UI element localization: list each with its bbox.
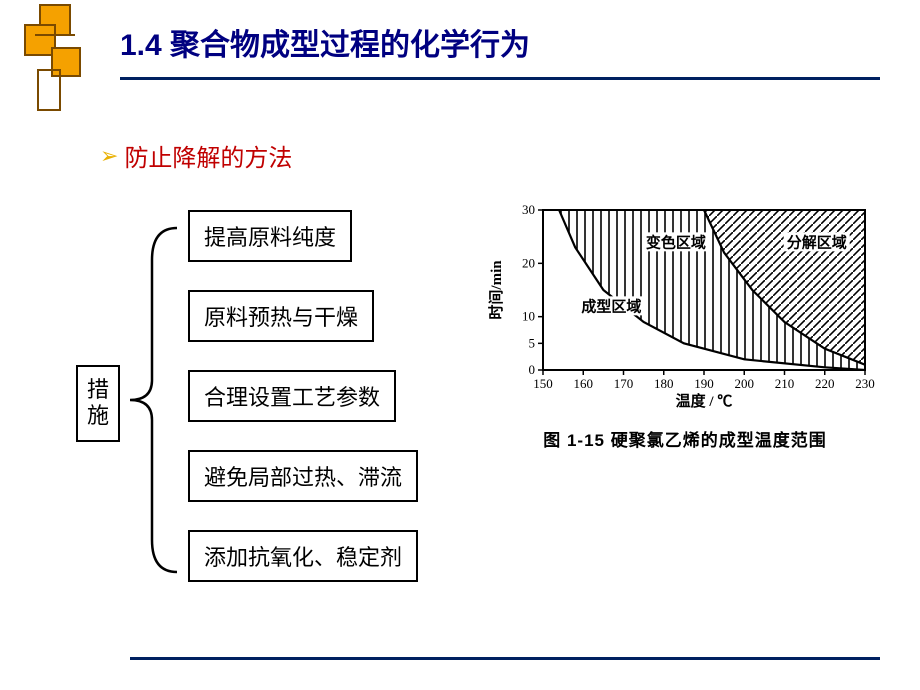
title-text: 1.4 聚合物成型过程的化学行为 [120, 29, 530, 62]
chart-caption: 图 1-15 硬聚氯乙烯的成型温度范围 [485, 426, 885, 451]
measure-item-2: 原料预热与干燥 [188, 290, 374, 342]
svg-text:220: 220 [815, 376, 835, 391]
subheading: ➢ 防止降解的方法 [100, 138, 292, 173]
svg-text:210: 210 [775, 376, 795, 391]
slide-title: 1.4 聚合物成型过程的化学行为 [120, 20, 880, 64]
chart-plot: 150 160 170 180 190 200 210 220 230 0 5 10 20 30 温度 / … [485, 200, 875, 410]
svg-text:5: 5 [529, 335, 536, 350]
measure-item-1: 提高原料纯度 [188, 210, 352, 262]
svg-text:150: 150 [533, 376, 553, 391]
title-underline [120, 77, 880, 80]
svg-text:180: 180 [654, 376, 674, 391]
measures-diagram: 措施 提高原料纯度 原料预热与干燥 合理设置工艺参数 避免局部过热、滞流 添加抗… [60, 210, 460, 590]
svg-text:200: 200 [735, 376, 755, 391]
corner-decor [20, 0, 90, 120]
svg-text:温度 / ℃: 温度 / ℃ [676, 392, 733, 410]
svg-text:230: 230 [855, 376, 875, 391]
measure-item-5: 添加抗氧化、稳定剂 [188, 530, 418, 582]
measure-item-3: 合理设置工艺参数 [188, 370, 396, 422]
svg-text:190: 190 [694, 376, 714, 391]
svg-text:30: 30 [522, 202, 535, 217]
svg-text:20: 20 [522, 255, 535, 270]
chart-figure: 150 160 170 180 190 200 210 220 230 0 5 10 20 30 温度 / … [485, 200, 885, 451]
footer-underline [130, 657, 880, 660]
subheading-text: 防止降解的方法 [124, 138, 292, 173]
svg-text:成型区域: 成型区域 [581, 297, 641, 315]
measure-item-4: 避免局部过热、滞流 [188, 450, 418, 502]
svg-text:10: 10 [522, 309, 535, 324]
brace-icon [122, 210, 182, 590]
svg-text:变色区域: 变色区域 [646, 233, 706, 251]
svg-text:170: 170 [614, 376, 634, 391]
svg-text:时间/min: 时间/min [487, 260, 505, 320]
svg-text:分解区域: 分解区域 [787, 233, 847, 251]
svg-text:0: 0 [529, 362, 536, 377]
bullet-marker-icon: ➢ [100, 143, 118, 169]
svg-text:160: 160 [574, 376, 594, 391]
measures-root-label: 措施 [76, 365, 120, 442]
